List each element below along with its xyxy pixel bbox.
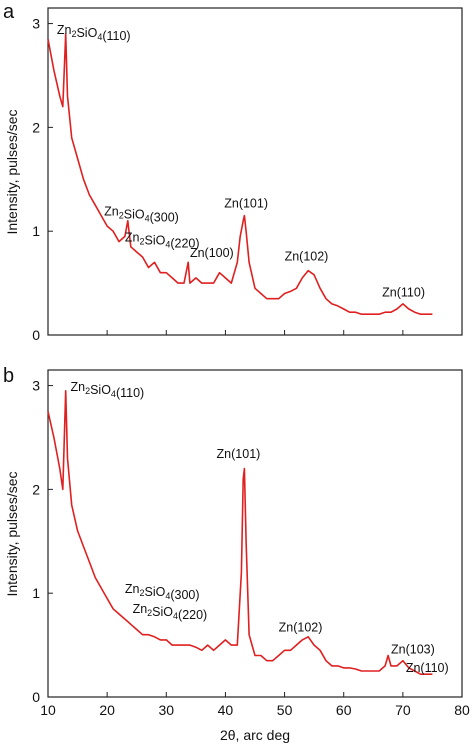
panel-b-peak-label: Zn2SiO4(110) — [70, 380, 144, 400]
panel-b-series-line — [47, 390, 433, 675]
panel-b-x-tick-label: 80 — [454, 702, 470, 718]
panel-a: a Intensity, pulses/sec 0 1 2 3 Zn2SiO4(110… — [3, 1, 463, 343]
panel-b-annotations: Zn2SiO4(110) Zn(101) Zn2SiO4(300)Zn2SiO4(2… — [70, 380, 448, 675]
panel-b-x-tick-label: 30 — [158, 702, 174, 718]
panel-a-y-tick-label: 1 — [32, 223, 40, 239]
panel-b-x-ticks: 10 20 30 40 50 60 70 80 — [40, 692, 470, 718]
panel-a-series-line — [47, 33, 433, 315]
panel-b-peak-label: Zn(102) — [279, 621, 323, 635]
panel-b-peak-label: Zn(103) — [391, 642, 435, 656]
panel-a-peak-label: Zn(100) — [190, 246, 234, 260]
panel-b-y-tick-label: 0 — [32, 689, 40, 705]
panel-a-peak-label: Zn(102) — [285, 249, 329, 263]
panel-b-y-tick-label: 2 — [32, 481, 40, 497]
panel-b-x-tick-label: 40 — [218, 702, 234, 718]
panel-a-y-tick-label: 0 — [32, 327, 40, 343]
panel-a-peak-label: Zn2SiO4(300) — [104, 205, 179, 225]
panel-a-letter: a — [3, 1, 15, 23]
panel-b-letter: b — [3, 365, 14, 387]
panel-b-y-tick-label: 3 — [32, 378, 40, 394]
panel-a-y-tick-label: 3 — [32, 16, 40, 32]
panel-a-annotations: Zn2SiO4(110)Zn2SiO4(300)Zn2SiO4(220)Zn(1… — [57, 23, 425, 300]
panel-b-x-tick-label: 50 — [277, 702, 293, 718]
panel-b-x-axis-label: 2θ, arc deg — [220, 727, 290, 743]
panel-a-plot-frame — [47, 7, 463, 336]
panel-b-x-tick-label: 60 — [336, 702, 352, 718]
panel-a-x-ticks — [47, 330, 463, 335]
panel-b-y-ticks: 0 1 2 3 — [32, 378, 53, 705]
panel-a-peak-label: Zn2SiO4(110) — [57, 23, 131, 43]
panel-b-y-axis-label: Intensity, pulses/sec — [4, 471, 20, 596]
panel-b-x-tick-label: 20 — [99, 702, 115, 718]
panel-a-y-axis-label: Intensity, pulses/sec — [4, 109, 20, 234]
panel-b-peak-label: Zn(101) — [217, 447, 261, 461]
panel-a-peak-label: Zn(110) — [382, 286, 425, 300]
panel-a-peak-label: Zn2SiO4(220) — [125, 231, 200, 251]
panel-b-x-tick-label: 10 — [40, 702, 56, 718]
panel-b-plot-frame — [47, 369, 463, 698]
panel-a-y-ticks: 0 1 2 3 — [32, 16, 53, 343]
panel-b-peak-label: Zn2SiO4(220) — [133, 602, 208, 622]
panel-a-y-tick-label: 2 — [32, 119, 40, 135]
panel-a-peak-label: Zn(101) — [224, 196, 268, 210]
panel-b-peak-label: Zn2SiO4(300) — [125, 582, 200, 602]
panel-b: b Intensity, pulses/sec 10 20 30 40 50 60 70 80… — [3, 365, 470, 743]
panel-b-y-tick-label: 1 — [32, 585, 40, 601]
panel-b-x-tick-label: 70 — [395, 702, 411, 718]
panel-b-peak-label: Zn(110) — [406, 661, 449, 675]
